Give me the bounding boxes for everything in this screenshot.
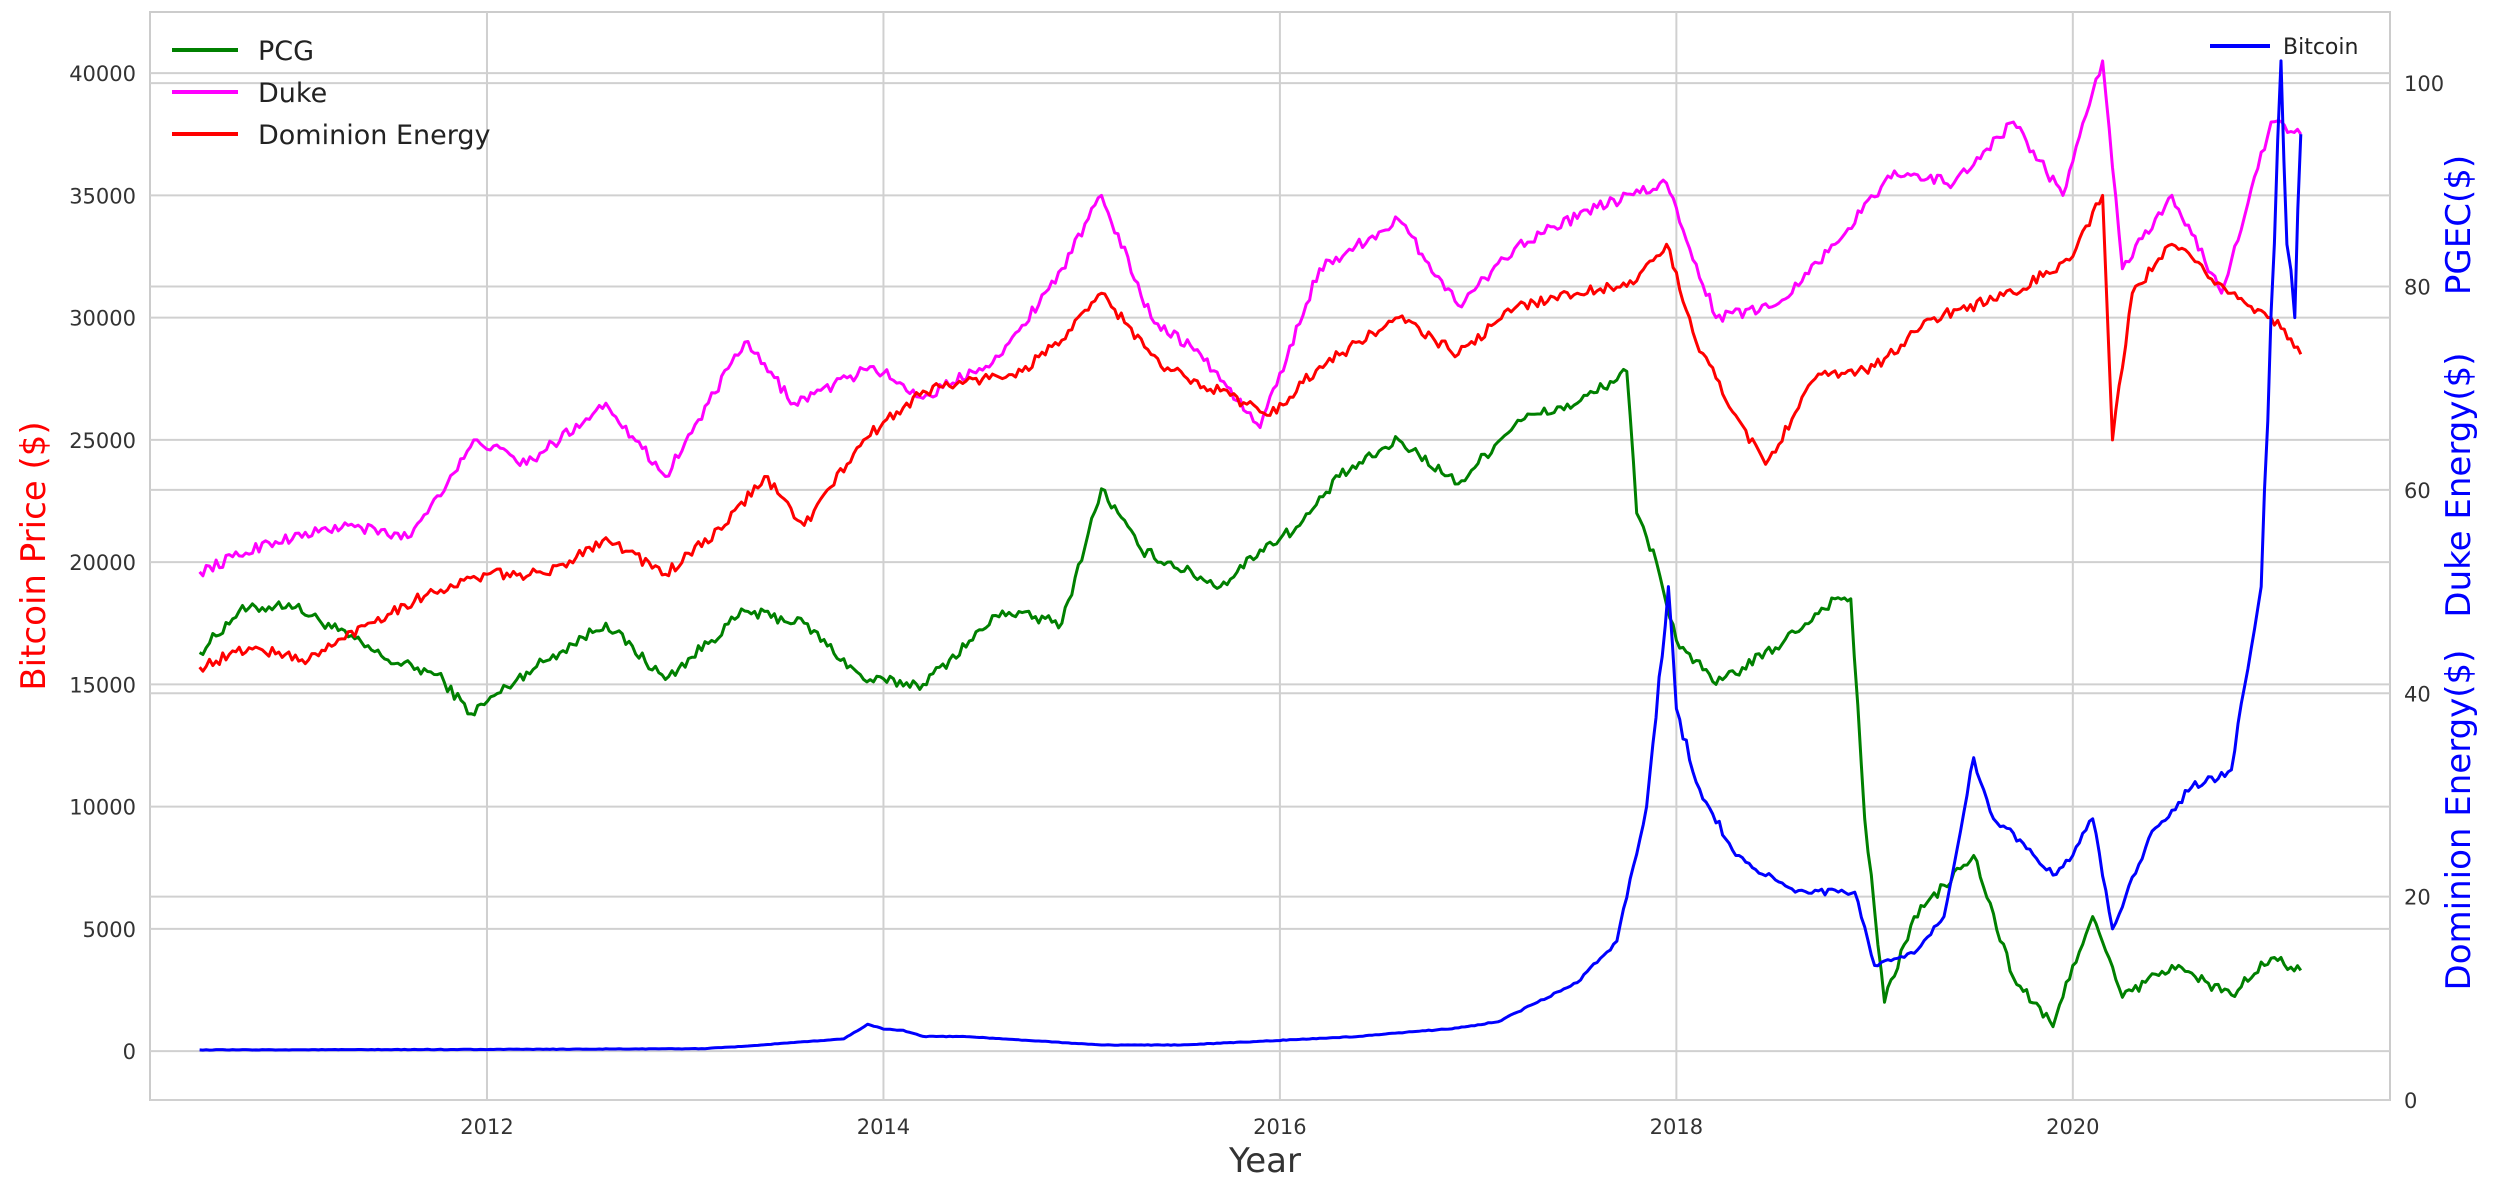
- y-tick-label-left: 25000: [69, 429, 136, 453]
- series-layer: [198, 59, 2303, 1052]
- y-tick-label-left: 15000: [69, 673, 136, 697]
- x-tick-label: 2014: [857, 1115, 910, 1139]
- x-tick-label: 2020: [2046, 1115, 2099, 1139]
- x-tick-label: 2018: [1650, 1115, 1703, 1139]
- x-tick-label: 2012: [460, 1115, 513, 1139]
- x-tick-label: 2016: [1253, 1115, 1306, 1139]
- legend-label-bitcoin: Bitcoin: [2283, 35, 2358, 60]
- y-tick-label-left: 10000: [69, 796, 136, 820]
- y-tick-label-right: 60: [2404, 479, 2431, 503]
- grid: [150, 12, 2390, 1101]
- y-axis-title-right-dominion: Dominion Energy($): [2439, 650, 2479, 991]
- x-axis-title: Year: [1228, 1141, 1301, 1181]
- y-tick-label-right: 40: [2404, 682, 2431, 706]
- y-tick-label-left: 35000: [69, 184, 136, 208]
- y-tick-label-left: 0: [123, 1040, 136, 1064]
- plot-area: [149, 11, 2391, 1101]
- legend-label-dominion: Dominion Energy: [258, 120, 490, 151]
- y-tick-label-right: 20: [2404, 886, 2431, 910]
- legend-right: Bitcoin: [2210, 35, 2358, 60]
- y-tick-label-right: 0: [2404, 1089, 2417, 1113]
- ticks-layer: 2012 2014 2016 2018 2020 0 5000 10000 15000 20000…: [69, 62, 2444, 1139]
- y-axis-title-right-duke: Duke Energy($): [2439, 352, 2479, 617]
- y-tick-label-right: 100: [2404, 72, 2444, 96]
- y-tick-label-left: 40000: [69, 62, 136, 86]
- legend-label-duke: Duke: [258, 78, 327, 109]
- series-line-bitcoin: [199, 59, 2303, 1052]
- legend-label-pcg: PCG: [258, 36, 314, 67]
- series-line-duke: [198, 59, 2303, 578]
- y-axis-title-right-pgec: PGEC($): [2439, 155, 2479, 295]
- y-tick-label-right: 80: [2404, 276, 2431, 300]
- legend-left: PCG Duke Dominion Energy: [172, 36, 490, 151]
- y-tick-label-left: 20000: [69, 551, 136, 575]
- y-tick-label-left: 30000: [69, 307, 136, 331]
- series-line-dominion-energy: [198, 193, 2303, 673]
- y-tick-label-left: 5000: [83, 918, 136, 942]
- y-axis-title-left: Bitcoin Price ($): [14, 421, 54, 690]
